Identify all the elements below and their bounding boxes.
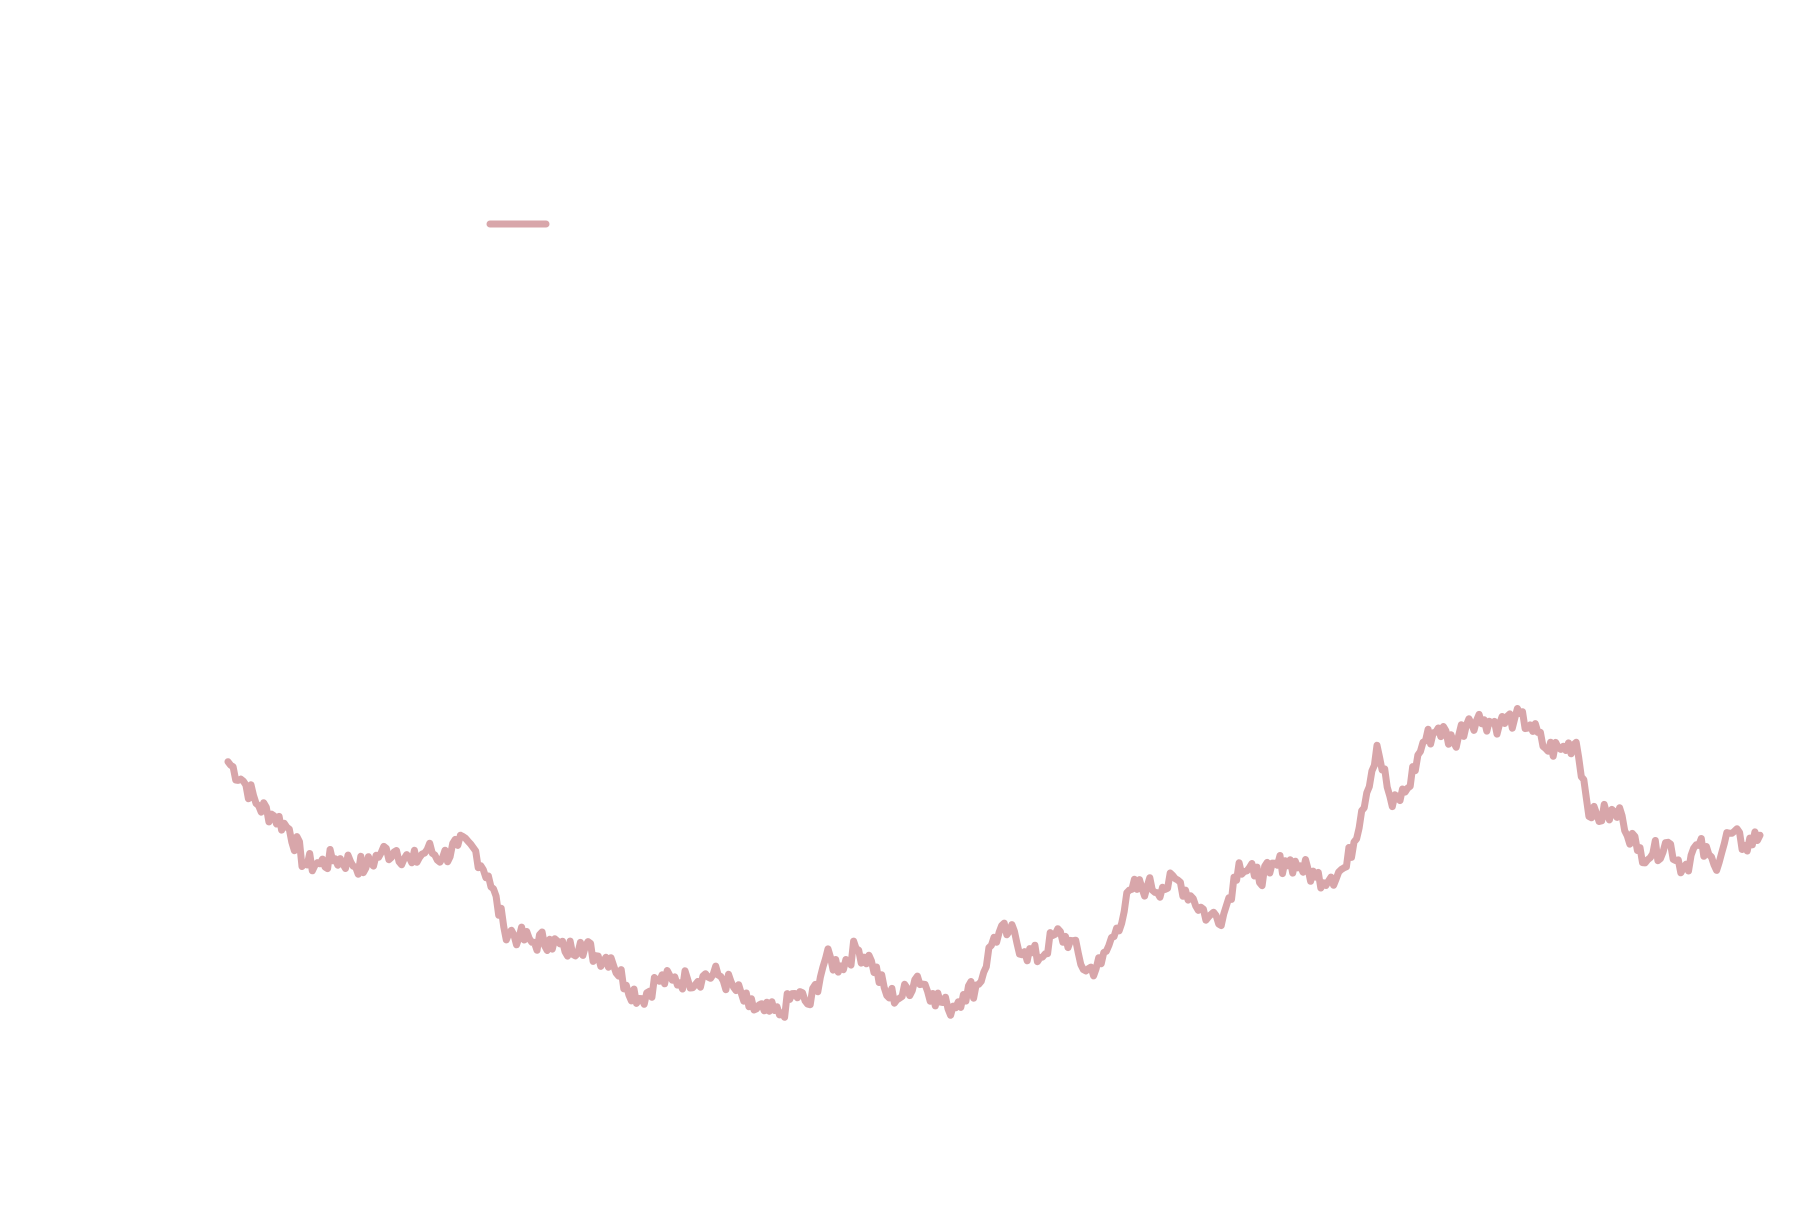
series-line	[224, 705, 1764, 1021]
plot-area	[224, 705, 1764, 1021]
